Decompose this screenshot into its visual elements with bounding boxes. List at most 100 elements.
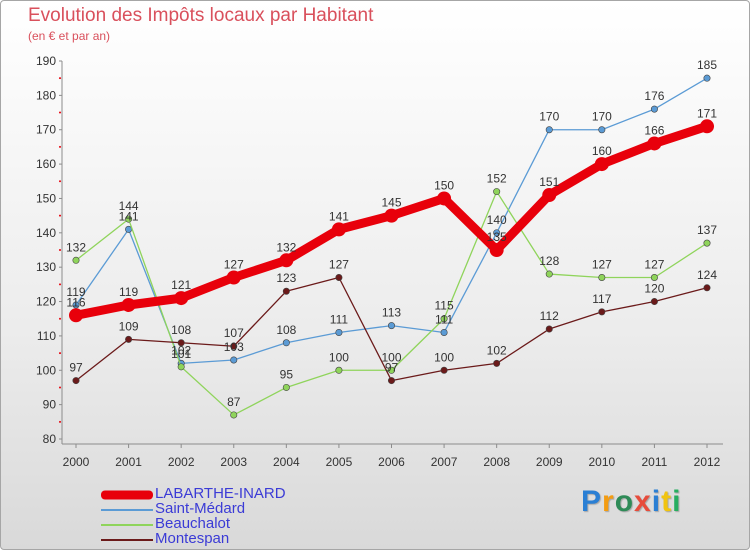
legend-swatch — [101, 508, 153, 511]
data-label: 115 — [435, 299, 454, 313]
logo-letter: P — [581, 485, 603, 518]
x-tick-label: 2008 — [483, 455, 510, 469]
data-point — [598, 308, 606, 316]
y-tick-label: 180 — [36, 88, 56, 102]
data-label: 170 — [592, 110, 612, 124]
y-tick-label: 190 — [36, 54, 56, 68]
data-point — [545, 270, 553, 278]
data-label: 100 — [381, 350, 401, 364]
data-point — [493, 229, 501, 237]
x-tick-label: 2011 — [642, 455, 668, 469]
y-minor-tick — [59, 420, 61, 423]
x-tick-label: 2000 — [63, 455, 90, 469]
data-point — [230, 356, 238, 364]
y-tick-label: 80 — [43, 432, 57, 446]
x-tick-label: 2001 — [115, 455, 142, 469]
data-label: 103 — [224, 340, 244, 354]
data-label: 152 — [487, 172, 507, 186]
data-label: 185 — [697, 58, 717, 72]
legend-label: Montespan — [155, 530, 230, 547]
data-point — [387, 377, 395, 385]
data-point — [282, 383, 290, 391]
data-point — [384, 208, 399, 223]
x-tick-label: 2010 — [588, 455, 615, 469]
data-point — [650, 273, 658, 281]
data-point — [282, 339, 290, 347]
y-tick-label: 100 — [36, 363, 56, 377]
data-label: 137 — [697, 223, 717, 237]
data-point — [545, 325, 553, 333]
data-label: 141 — [119, 209, 139, 223]
data-point — [703, 74, 711, 82]
y-minor-tick — [59, 386, 61, 389]
data-point — [440, 366, 448, 374]
data-point — [489, 243, 504, 257]
data-label: 135 — [487, 230, 507, 244]
data-label: 108 — [171, 323, 191, 337]
data-label: 140 — [487, 213, 507, 227]
y-tick-label: 150 — [36, 191, 56, 205]
data-point — [72, 301, 80, 309]
data-label: 132 — [66, 240, 86, 254]
data-point — [440, 315, 448, 323]
data-point — [545, 126, 553, 134]
data-point — [647, 136, 662, 151]
data-point — [703, 284, 711, 292]
y-tick-label: 140 — [36, 226, 56, 240]
series-montespan — [72, 273, 711, 385]
data-label: 151 — [539, 175, 559, 189]
data-point — [282, 287, 290, 295]
y-tick-label: 120 — [36, 295, 56, 309]
data-point — [542, 188, 557, 203]
y-minor-tick — [59, 214, 61, 217]
y-minor-tick — [59, 352, 61, 355]
data-label: 121 — [171, 278, 191, 292]
y-tick-label: 90 — [43, 398, 57, 412]
line-chart: 80 90 100 110 120 130 140 150 160 170 180 190 2000 20… — [36, 54, 723, 469]
data-label: 166 — [644, 123, 664, 137]
chart-subtitle: (en € et par an) — [28, 29, 111, 43]
logo-letter: i — [651, 485, 662, 518]
logo-letter: x — [634, 485, 652, 518]
data-label: 119 — [119, 285, 138, 299]
legend-label: Beauchalot — [155, 515, 231, 532]
data-point — [335, 366, 343, 374]
data-label: 100 — [434, 350, 454, 364]
data-point — [69, 308, 83, 323]
chart-title: Evolution des Impôts locaux par Habitant — [28, 5, 374, 26]
data-point — [650, 105, 658, 113]
data-point — [594, 157, 609, 172]
data-point — [230, 411, 238, 419]
data-label: 107 — [224, 326, 244, 340]
data-label: 100 — [329, 350, 349, 364]
data-label: 144 — [119, 199, 139, 213]
series-beauchalot — [72, 188, 711, 419]
x-tick-label: 2003 — [220, 455, 247, 469]
data-label: 123 — [276, 271, 296, 285]
data-label: 127 — [592, 257, 612, 271]
logo-letter: t — [661, 485, 673, 518]
data-point — [72, 256, 80, 264]
data-label: 124 — [697, 268, 717, 282]
proxiti-logo: Proxiti — [581, 485, 681, 519]
data-label: 128 — [539, 254, 559, 268]
data-label: 97 — [385, 361, 399, 375]
data-label: 108 — [276, 323, 296, 337]
y-minor-tick — [59, 283, 61, 286]
data-point — [72, 377, 80, 385]
y-minor-tick — [59, 77, 61, 80]
data-point — [493, 188, 501, 196]
data-point — [279, 253, 294, 268]
data-label: 112 — [540, 309, 559, 323]
y-minor-tick — [59, 249, 61, 251]
data-label: 117 — [592, 292, 611, 306]
legend-label: Saint-Médard — [155, 500, 246, 517]
data-point — [335, 273, 343, 281]
data-point — [121, 297, 136, 312]
data-point — [226, 270, 241, 285]
data-point — [335, 328, 343, 336]
data-point — [700, 119, 714, 134]
data-label: 171 — [697, 106, 717, 120]
data-point — [177, 339, 185, 347]
